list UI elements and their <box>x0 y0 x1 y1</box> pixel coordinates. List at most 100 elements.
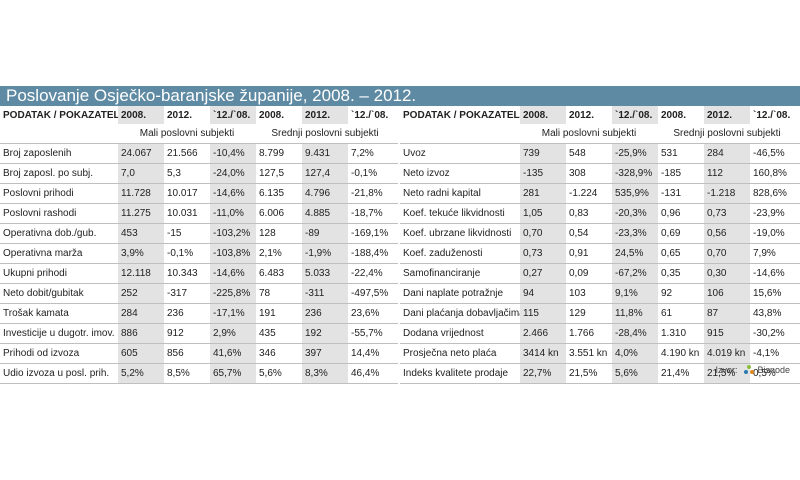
header-row: PODATAK / POKAZATELJ 2008. 2012. `12./`0… <box>0 106 398 124</box>
column-header: 2008. <box>259 109 285 121</box>
table-cell: 397 <box>302 344 348 363</box>
table-cell: 5.033 <box>302 264 348 283</box>
table-cell: 912 <box>167 328 184 339</box>
column-header: `12./`08. <box>351 109 389 121</box>
table-row: Neto izvoz -135 308 -328,9% -185 112 160,8% <box>400 164 800 184</box>
source-label: Izvor: <box>715 365 738 375</box>
table-cell: 435 <box>259 328 276 339</box>
table-cell: 1.310 <box>661 328 687 339</box>
table-cell: 112 <box>704 164 750 183</box>
table-cell: 192 <box>302 324 348 343</box>
table-cell: -30,2% <box>753 328 785 339</box>
table-row: Broj zaposl. po subj. 7,0 5,3 -24,0% 127,5 12… <box>0 164 398 184</box>
table-cell: 24,5% <box>612 244 658 263</box>
table-cell: 46,4% <box>351 368 380 379</box>
table-row: Ukupni prihodi 12.118 10.343 -14,6% 6.483 5.0… <box>0 264 398 284</box>
table-cell: -0,1% <box>167 248 194 259</box>
table-cell: 4,0% <box>612 344 658 363</box>
column-header: 2012. <box>569 109 595 121</box>
table-cell: -14,6% <box>210 184 256 203</box>
table-cell: -169,1% <box>351 228 389 239</box>
table-cell: 5,6% <box>259 368 282 379</box>
table-cell: 0,70 <box>704 244 750 263</box>
table-row: Indeks kvalitete prodaje 22,7% 21,5% 5,6% 21… <box>400 364 800 384</box>
table-cell: 7,9% <box>753 248 776 259</box>
table-cell: -18,7% <box>351 208 383 219</box>
bisnode-logo-icon <box>744 365 755 374</box>
column-header: 2008. <box>661 109 687 121</box>
table-cell: -14,6% <box>753 268 785 279</box>
table-cell: -311 <box>302 284 348 303</box>
table-row: Broj zaposlenih 24.067 21.566 -10,4% 8.799 9.… <box>0 144 398 164</box>
row-label: Dani plaćanja dobavljačima <box>403 308 520 319</box>
group-medium-label: Srednji poslovni subjekti <box>271 128 379 139</box>
table-cell: 0,27 <box>520 264 566 283</box>
left-table: PODATAK / POKAZATELJ 2008. 2012. `12./`0… <box>0 106 398 384</box>
table-cell: 236 <box>302 304 348 323</box>
table-cell: 14,4% <box>351 348 380 359</box>
group-header-row: Mali poslovni subjekti Srednji poslovni … <box>400 124 800 144</box>
row-label: Neto radni kapital <box>403 188 481 199</box>
column-header: `12./`08. <box>612 106 658 124</box>
table-cell: 4.796 <box>302 184 348 203</box>
row-label: Prihodi od izvoza <box>3 348 80 359</box>
table-cell: 160,8% <box>753 168 787 179</box>
table-row: Operativna dob./gub. 453 -15 -103,2% 128 -89-… <box>0 224 398 244</box>
group-medium-label: Srednji poslovni subjekti <box>673 128 781 139</box>
table-cell: 191 <box>259 308 276 319</box>
row-label: Neto dobit/gubitak <box>3 288 84 299</box>
table-cell: 0,91 <box>569 248 589 259</box>
table-cell: 128 <box>259 228 276 239</box>
table-cell: 23,6% <box>351 308 380 319</box>
group-small-label: Mali poslovni subjekti <box>541 128 637 139</box>
table-cell: -21,8% <box>351 188 383 199</box>
table-cell: 0,54 <box>569 228 589 239</box>
table-cell: -23,3% <box>612 224 658 243</box>
table-cell: -103,2% <box>210 224 256 243</box>
table-cell: -24,0% <box>210 164 256 183</box>
table-cell: 281 <box>520 184 566 203</box>
table-cell: 828,6% <box>753 188 787 199</box>
table-cell: -22,4% <box>351 268 383 279</box>
table-cell: -10,4% <box>210 144 256 163</box>
table-cell: -20,3% <box>612 204 658 223</box>
row-label: Koef. zaduženosti <box>403 248 483 259</box>
table-cell: 915 <box>704 324 750 343</box>
table-cell: -1.224 <box>569 188 598 199</box>
table-cell: 106 <box>704 284 750 303</box>
table-cell: 0,30 <box>704 264 750 283</box>
row-label: Dodana vrijednost <box>403 328 484 339</box>
table-cell: 24.067 <box>118 144 164 163</box>
table-cell: 21.566 <box>167 148 198 159</box>
table-cell: -46,5% <box>753 148 785 159</box>
table-cell: 8,5% <box>167 368 190 379</box>
row-label: Samofinanciranje <box>403 268 481 279</box>
table-cell: 0,96 <box>661 208 681 219</box>
column-header: 2008. <box>118 106 164 124</box>
table-cell: 129 <box>569 308 586 319</box>
table-cell: 3,9% <box>118 244 164 263</box>
row-label: Poslovni rashodi <box>3 208 77 219</box>
table-cell: 6.135 <box>259 188 285 199</box>
table-cell: 9,1% <box>612 284 658 303</box>
table-cell: 3414 kn <box>520 344 566 363</box>
logo-text: Bisnode <box>757 365 790 375</box>
row-label: Prosječna neto plaća <box>403 348 497 359</box>
column-header: `12./`08. <box>210 106 256 124</box>
table-row: Prosječna neto plaća 3414 kn 3.551 kn 4,0% 4… <box>400 344 800 364</box>
table-cell: 92 <box>661 288 673 299</box>
table-row: Uvoz 739 548 -25,9% 531 284 -46,5% <box>400 144 800 164</box>
table-cell: -25,9% <box>612 144 658 163</box>
table-cell: -188,4% <box>351 248 389 259</box>
table-cell: 8.799 <box>259 148 285 159</box>
column-header: 2008. <box>520 106 566 124</box>
page-title: Poslovanje Osječko-baranjske županije, 2… <box>0 86 800 106</box>
table-cell: 6.483 <box>259 268 285 279</box>
table-cell: 308 <box>569 168 586 179</box>
table-row: Poslovni rashodi 11.275 10.031 -11,0% 6.006 4… <box>0 204 398 224</box>
table-cell: -14,6% <box>210 264 256 283</box>
table-cell: -17,1% <box>210 304 256 323</box>
table-cell: 4.019 kn <box>704 344 750 363</box>
table-cell: 886 <box>118 324 164 343</box>
source-note: Izvor: Bisnode <box>715 364 790 376</box>
